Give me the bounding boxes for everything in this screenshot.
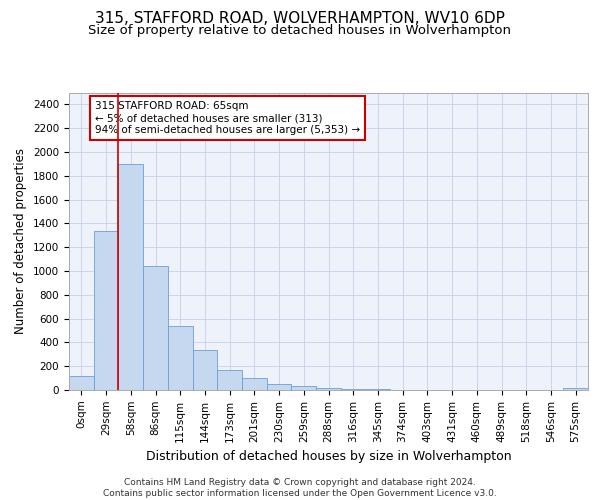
X-axis label: Distribution of detached houses by size in Wolverhampton: Distribution of detached houses by size …: [146, 450, 511, 463]
Bar: [143, 266, 168, 390]
Bar: [94, 230, 118, 390]
Y-axis label: Number of detached properties: Number of detached properties: [14, 148, 28, 334]
Bar: [217, 370, 242, 390]
Bar: [242, 378, 267, 390]
Text: 315, STAFFORD ROAD, WOLVERHAMPTON, WV10 6DP: 315, STAFFORD ROAD, WOLVERHAMPTON, WV10 …: [95, 11, 505, 26]
Bar: [267, 384, 292, 390]
Text: Contains HM Land Registry data © Crown copyright and database right 2024.
Contai: Contains HM Land Registry data © Crown c…: [103, 478, 497, 498]
Bar: [118, 164, 143, 390]
Bar: [193, 350, 217, 390]
Bar: [316, 388, 341, 390]
Text: Size of property relative to detached houses in Wolverhampton: Size of property relative to detached ho…: [89, 24, 511, 37]
Bar: [168, 326, 193, 390]
Bar: [563, 388, 588, 390]
Bar: [341, 389, 365, 390]
Bar: [292, 386, 316, 390]
Text: 315 STAFFORD ROAD: 65sqm
← 5% of detached houses are smaller (313)
94% of semi-d: 315 STAFFORD ROAD: 65sqm ← 5% of detache…: [95, 102, 360, 134]
Bar: [69, 376, 94, 390]
